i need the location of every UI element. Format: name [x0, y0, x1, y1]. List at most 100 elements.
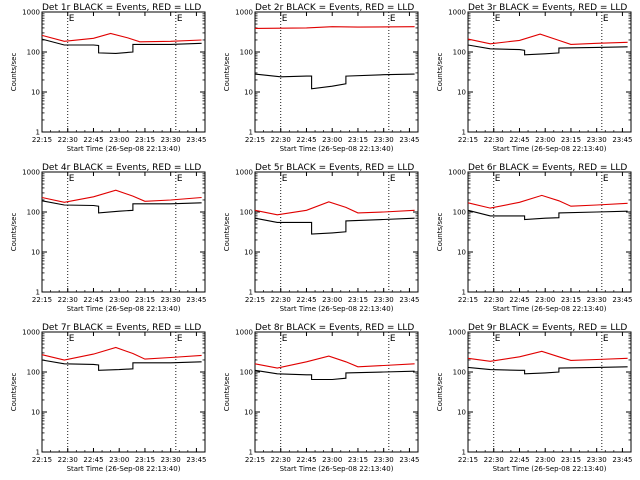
y-tick-label: 10: [457, 249, 466, 257]
x-tick-label: 23:15: [135, 456, 155, 464]
y-axis-label: Counts/sec: [10, 213, 18, 252]
panel-1: Det 1r BLACK = Events, RED = LLD 1 10 100 10…: [10, 3, 207, 153]
panel-7: Det 7r BLACK = Events, RED = LLD 1 10 100 10…: [10, 323, 207, 473]
x-tick-label: 23:15: [348, 456, 368, 464]
events-series-line: [41, 359, 202, 371]
x-tick-label: 23:00: [109, 456, 129, 464]
y-tick-label: 1000: [235, 329, 253, 337]
x-tick-label: 23:30: [587, 456, 607, 464]
y-axis-label: Counts/sec: [436, 53, 444, 92]
y-tick-label: 10: [31, 89, 40, 97]
y-axis-label: Counts/sec: [436, 373, 444, 412]
event-marker-label: E: [177, 14, 183, 24]
x-tick-label: 23:45: [399, 136, 419, 144]
plot-frame: [41, 171, 206, 293]
x-tick-label: 22:15: [458, 456, 478, 464]
x-tick-label: 23:30: [161, 296, 181, 304]
x-tick-label: 22:45: [509, 296, 529, 304]
x-axis-label: Start Time (26-Sep-08 22:13:40): [280, 465, 394, 473]
x-tick-label: 23:30: [161, 136, 181, 144]
lld-series-line: [467, 194, 628, 209]
x-tick-label: 23:30: [587, 296, 607, 304]
x-tick-label: 22:45: [83, 136, 103, 144]
x-tick-label: 23:00: [109, 136, 129, 144]
y-tick-label: 1: [249, 289, 253, 297]
panel-3: Det 3r BLACK = Events, RED = LLD 1 10 100 10…: [436, 3, 633, 153]
panel-title: Det 5r BLACK = Events, RED = LLD: [255, 163, 414, 173]
x-tick-label: 23:45: [186, 456, 206, 464]
y-axis-label: Counts/sec: [10, 53, 18, 92]
x-tick-label: 22:30: [271, 136, 291, 144]
x-tick-label: 23:00: [322, 456, 342, 464]
event-marker-label: E: [282, 174, 288, 184]
y-tick-label: 1000: [235, 169, 253, 177]
lld-series-line: [254, 355, 415, 369]
x-axis-label: Start Time (26-Sep-08 22:13:40): [67, 465, 181, 473]
event-marker-label: E: [495, 14, 501, 24]
y-axis-label: Counts/sec: [436, 213, 444, 252]
panel-4: Det 4r BLACK = Events, RED = LLD 1 10 100 10…: [10, 163, 207, 313]
y-tick-label: 1000: [22, 9, 40, 17]
event-marker-label: E: [69, 334, 75, 344]
x-tick-label: 23:00: [322, 136, 342, 144]
y-tick-label: 1000: [22, 329, 40, 337]
x-tick-label: 22:30: [271, 456, 291, 464]
lld-series-line: [467, 33, 628, 45]
y-tick-label: 1000: [22, 169, 40, 177]
panel-8: Det 8r BLACK = Events, RED = LLD 1 10 100 10…: [223, 323, 420, 473]
y-tick-label: 100: [240, 209, 253, 217]
lld-series-line: [254, 26, 415, 29]
x-tick-label: 23:15: [561, 296, 581, 304]
x-tick-label: 23:30: [374, 136, 394, 144]
panel-title: Det 2r BLACK = Events, RED = LLD: [255, 3, 414, 13]
plot-frame: [254, 331, 419, 453]
x-tick-label: 22:15: [32, 136, 52, 144]
x-tick-label: 22:15: [245, 456, 265, 464]
x-tick-label: 23:30: [161, 456, 181, 464]
y-tick-label: 10: [457, 409, 466, 417]
y-tick-label: 100: [453, 369, 466, 377]
y-tick-label: 10: [31, 409, 40, 417]
panel-9: Det 9r BLACK = Events, RED = LLD 1 10 100 10…: [436, 323, 633, 473]
x-tick-label: 23:15: [561, 456, 581, 464]
y-axis-label: Counts/sec: [223, 213, 231, 252]
events-series-line: [254, 369, 415, 381]
x-tick-label: 22:15: [32, 456, 52, 464]
x-tick-label: 23:15: [561, 136, 581, 144]
lld-series-line: [41, 346, 202, 361]
plot-frame: [41, 331, 206, 453]
y-axis-label: Counts/sec: [223, 53, 231, 92]
x-tick-label: 23:15: [348, 136, 368, 144]
x-tick-label: 23:30: [374, 296, 394, 304]
event-marker-label: E: [390, 174, 396, 184]
panel-title: Det 6r BLACK = Events, RED = LLD: [468, 163, 627, 173]
x-tick-label: 22:45: [296, 296, 316, 304]
event-marker-label: E: [177, 174, 183, 184]
y-tick-label: 100: [240, 49, 253, 57]
events-series-line: [467, 44, 628, 56]
y-tick-label: 100: [453, 49, 466, 57]
x-tick-label: 23:45: [186, 136, 206, 144]
x-tick-label: 23:45: [399, 456, 419, 464]
x-tick-label: 23:45: [612, 456, 632, 464]
x-tick-label: 23:15: [135, 136, 155, 144]
x-tick-label: 22:30: [58, 456, 78, 464]
panel-5: Det 5r BLACK = Events, RED = LLD 1 10 100 10…: [223, 163, 420, 313]
plot-frame: [467, 171, 632, 293]
x-tick-label: 23:45: [186, 296, 206, 304]
y-tick-label: 100: [27, 369, 40, 377]
event-marker-label: E: [282, 334, 288, 344]
y-axis-label: Counts/sec: [10, 373, 18, 412]
event-marker-label: E: [390, 14, 396, 24]
y-tick-label: 1: [462, 129, 466, 137]
events-series-line: [467, 366, 628, 375]
x-tick-label: 22:15: [458, 136, 478, 144]
event-marker-label: E: [603, 174, 609, 184]
x-tick-label: 22:45: [83, 456, 103, 464]
x-tick-label: 23:15: [348, 296, 368, 304]
y-tick-label: 1: [36, 129, 40, 137]
lld-series-line: [41, 189, 202, 203]
y-tick-label: 1: [36, 289, 40, 297]
x-tick-label: 22:30: [484, 456, 504, 464]
